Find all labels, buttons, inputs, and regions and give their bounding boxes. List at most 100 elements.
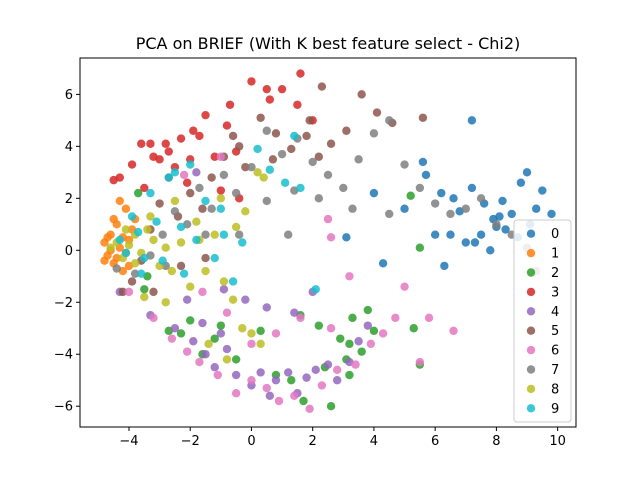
- point-class-4-3: [189, 337, 198, 346]
- point-class-0-26: [342, 233, 351, 242]
- point-class-7-21: [415, 183, 425, 193]
- point-class-9-16: [228, 277, 238, 286]
- point-class-6-25: [247, 339, 256, 349]
- point-class-5-15: [287, 144, 296, 154]
- point-class-5-24: [317, 82, 327, 91]
- point-class-6-5: [213, 370, 222, 380]
- point-class-3-12: [201, 110, 210, 120]
- point-class-0-20: [418, 157, 428, 167]
- x-tick-label-0: −4: [119, 434, 138, 449]
- legend-label-1: 1: [551, 247, 559, 262]
- point-class-7-37: [284, 230, 293, 239]
- legend-marker-5: [526, 326, 536, 335]
- point-class-6-26: [222, 308, 232, 317]
- point-class-7-14: [308, 157, 317, 167]
- point-class-5-28: [176, 261, 186, 271]
- point-class-5-12: [241, 162, 250, 172]
- legend-box: [513, 219, 572, 423]
- point-class-1-10: [112, 253, 121, 263]
- legend-label-0: 0: [551, 227, 559, 242]
- point-class-3-24: [164, 147, 173, 156]
- point-class-5-13: [256, 113, 265, 122]
- point-class-9-5: [146, 188, 155, 198]
- point-class-9-26: [216, 204, 226, 213]
- point-class-8-14: [201, 266, 210, 276]
- point-class-8-10: [167, 266, 177, 276]
- legend-label-4: 4: [551, 305, 559, 320]
- point-class-9-24: [179, 269, 189, 278]
- point-class-6-22: [326, 324, 336, 333]
- point-class-6-29: [323, 214, 333, 224]
- point-class-9-25: [137, 269, 146, 278]
- point-class-7-6: [195, 183, 204, 193]
- point-class-6-10: [290, 391, 299, 401]
- point-class-7-4: [170, 207, 180, 216]
- point-class-4-11: [271, 376, 281, 385]
- point-class-9-8: [164, 173, 173, 182]
- point-class-6-16: [378, 329, 388, 338]
- point-class-2-16: [345, 339, 354, 349]
- point-class-2-1: [176, 329, 186, 338]
- point-class-4-10: [265, 391, 275, 401]
- point-class-6-9: [274, 396, 284, 406]
- point-class-7-20: [400, 160, 409, 169]
- point-class-7-11: [262, 126, 271, 135]
- point-class-8-29: [161, 298, 170, 307]
- y-tick-label-1: −4: [54, 348, 73, 363]
- point-class-7-0: [112, 264, 121, 273]
- point-class-5-14: [271, 129, 281, 138]
- x-tick-label-6: 8: [492, 434, 500, 449]
- point-class-8-16: [219, 277, 229, 286]
- point-class-4-17: [332, 376, 342, 385]
- point-class-4-16: [323, 360, 333, 369]
- point-class-3-11: [195, 131, 204, 141]
- point-class-2-21: [231, 355, 241, 364]
- point-class-6-8: [262, 383, 271, 393]
- point-class-0-29: [449, 194, 458, 203]
- point-class-9-21: [296, 183, 305, 193]
- point-class-9-7: [158, 256, 167, 265]
- point-class-8-21: [241, 207, 250, 216]
- point-class-5-1: [127, 277, 137, 286]
- point-class-3-13: [210, 152, 219, 161]
- point-class-1-13: [115, 196, 125, 206]
- point-class-5-25: [305, 116, 314, 125]
- legend-marker-9: [526, 404, 536, 413]
- point-class-7-32: [314, 194, 324, 203]
- point-class-6-12: [317, 381, 327, 390]
- y-axis-ticks: −6 −4 −2 0 2 4 6: [54, 88, 80, 415]
- point-class-4-2: [170, 324, 180, 333]
- point-class-7-35: [201, 230, 210, 239]
- legend-marker-0: [526, 229, 536, 238]
- point-class-5-30: [149, 287, 158, 297]
- point-class-3-4: [140, 183, 149, 193]
- point-class-4-6: [222, 344, 232, 354]
- point-class-6-30: [179, 170, 189, 180]
- point-class-0-27: [400, 204, 409, 213]
- point-class-6-1: [149, 313, 158, 323]
- point-class-6-28: [326, 233, 336, 242]
- point-class-5-23: [418, 113, 428, 122]
- point-class-4-5: [210, 363, 219, 372]
- point-class-8-26: [192, 217, 201, 226]
- point-class-9-6: [152, 217, 161, 226]
- point-class-7-10: [247, 162, 256, 172]
- point-class-5-29: [201, 253, 210, 263]
- point-class-5-27: [235, 142, 244, 151]
- point-class-4-29: [192, 168, 201, 177]
- point-class-5-19: [342, 126, 351, 135]
- point-class-0-6: [507, 209, 516, 219]
- point-class-9-9: [170, 168, 180, 177]
- point-class-3-7: [161, 139, 170, 148]
- point-class-4-20: [363, 321, 372, 330]
- point-class-6-13: [332, 365, 342, 375]
- legend-marker-7: [526, 365, 536, 374]
- point-class-2-15: [415, 243, 425, 252]
- point-class-0-28: [421, 170, 431, 180]
- y-tick-label-6: 6: [65, 88, 73, 103]
- point-class-2-2: [186, 316, 195, 325]
- y-tick-label-3: 0: [65, 244, 73, 259]
- point-class-9-0: [115, 235, 125, 245]
- point-class-5-26: [268, 155, 278, 164]
- point-class-6-0: [124, 287, 134, 297]
